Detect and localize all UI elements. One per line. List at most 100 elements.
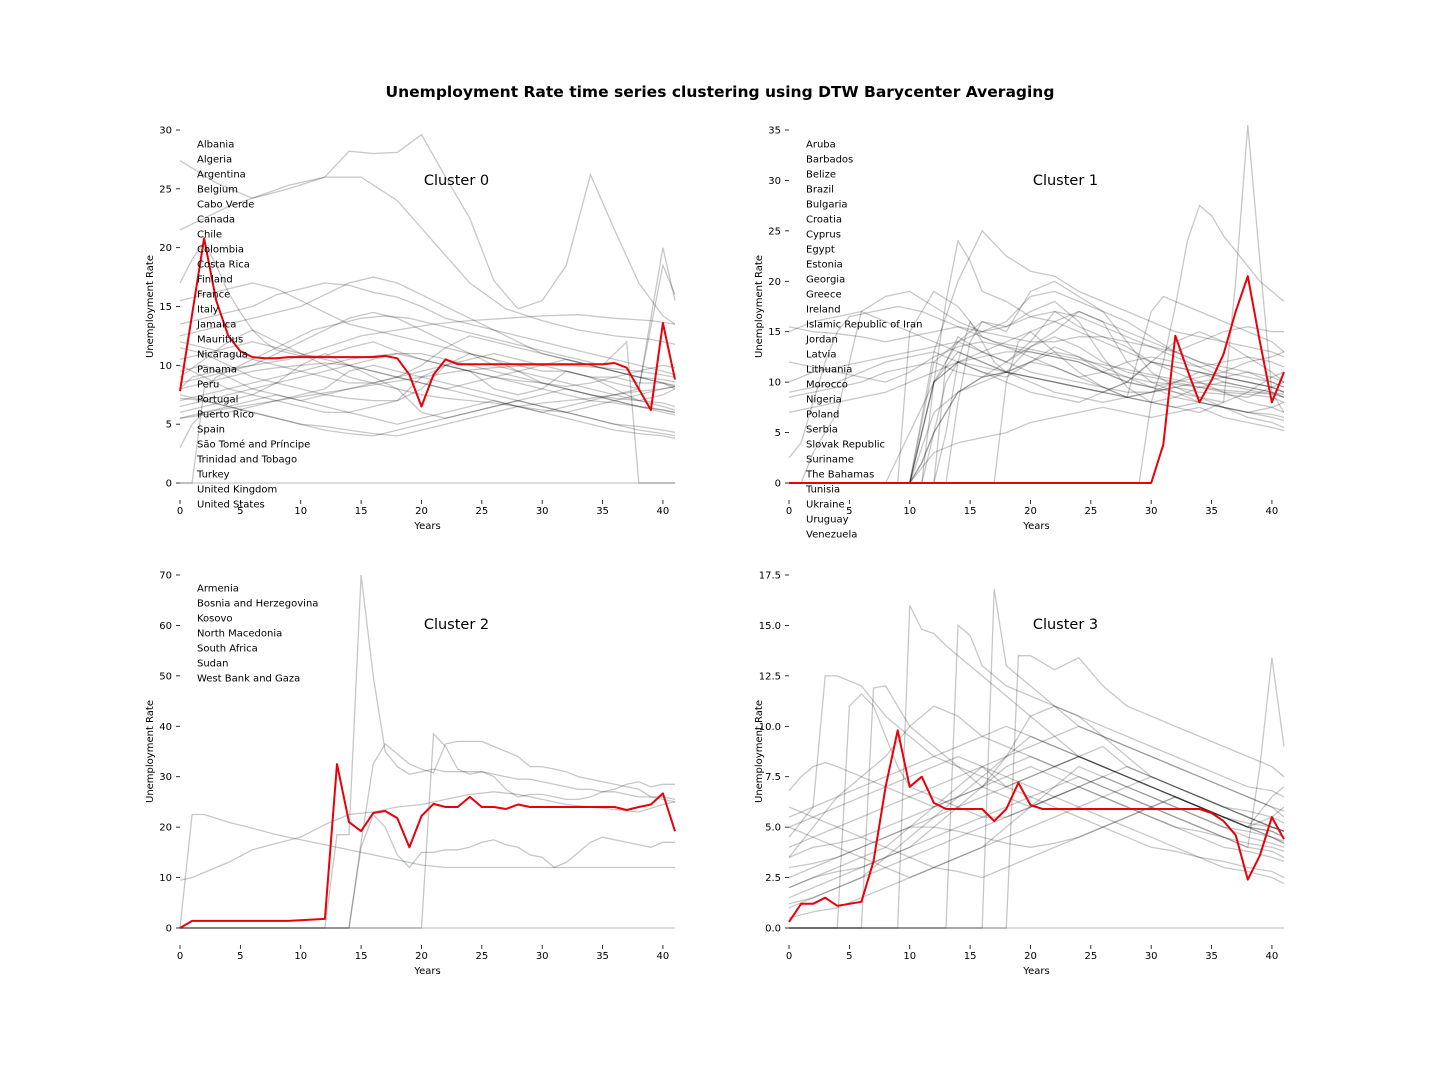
y-tick-label-1-5: 25 <box>768 226 781 237</box>
x-tick-label-1-3: 15 <box>964 506 977 517</box>
series-line-3-0 <box>788 705 1285 832</box>
country-label-0-19: Spain <box>197 425 225 436</box>
series-line-0-9 <box>179 352 676 419</box>
series-line-3-12 <box>788 786 1285 909</box>
country-label-0-8: Costa Rica <box>197 260 250 271</box>
y-tick-label-3-4: 10.0 <box>759 722 781 733</box>
x-tick-label-1-8: 40 <box>1266 506 1279 517</box>
country-label-2-3: North Macedonia <box>197 629 282 640</box>
chart-panel-2: 0 5 10 15 20 25 30 35 40 0 10 20 30 40 50 60 70 Years Unem… <box>145 571 676 977</box>
country-label-1-13: Jordan <box>805 335 838 346</box>
country-label-1-16: Morocco <box>806 380 848 391</box>
x-tick-label-2-5: 25 <box>475 951 488 962</box>
series-line-0-3 <box>179 282 676 376</box>
country-label-0-9: Finland <box>197 275 233 286</box>
y-tick-label-2-6: 60 <box>159 621 172 632</box>
y-tick-label-1-2: 10 <box>768 378 781 389</box>
series-line-2-5 <box>180 813 675 929</box>
country-label-0-23: United Kingdom <box>197 485 277 496</box>
y-tick-label-1-7: 35 <box>768 126 781 137</box>
series-line-3-2 <box>788 765 1285 879</box>
country-label-1-3: Brazil <box>806 185 834 196</box>
series-line-0-18 <box>179 263 676 414</box>
x-tick-label-3-6: 30 <box>1145 951 1158 962</box>
country-label-2-4: South Africa <box>197 644 258 655</box>
x-tick-label-3-2: 10 <box>903 951 916 962</box>
x-tick-label-3-1: 5 <box>846 951 852 962</box>
x-tick-label-0-4: 20 <box>415 506 428 517</box>
y-tick-label-1-6: 30 <box>768 176 781 187</box>
y-tick-label-3-6: 15.0 <box>759 621 781 632</box>
country-label-0-0: Albania <box>197 140 234 151</box>
x-tick-label-1-4: 20 <box>1024 506 1037 517</box>
country-label-0-12: Jamaica <box>196 320 236 331</box>
country-label-1-9: Georgia <box>806 275 845 286</box>
series-line-3-10 <box>789 685 1285 929</box>
chart-panel-3: 0 5 10 15 20 25 30 35 40 0.0 2.5 5.0 7.5 10.0 12.5 15.0… <box>754 571 1285 977</box>
y-tick-label-2-5: 50 <box>159 671 172 682</box>
country-label-1-23: Tunisia <box>805 485 840 496</box>
series-line-1-25 <box>788 346 1285 398</box>
country-label-0-13: Mauritius <box>197 335 243 346</box>
country-label-0-18: Puerto Rico <box>197 410 254 421</box>
series-line-1-23 <box>788 326 1284 353</box>
country-label-1-6: Cyprus <box>806 230 841 241</box>
country-label-1-24: Ukraine <box>806 500 845 511</box>
y-tick-label-0-3: 15 <box>159 302 172 313</box>
series-line-0-17 <box>180 315 675 484</box>
x-tick-label-1-7: 35 <box>1205 506 1218 517</box>
series-line-0-13 <box>179 394 676 437</box>
y-tick-label-0-0: 0 <box>166 479 172 490</box>
y-tick-label-0-6: 30 <box>159 126 172 137</box>
series-line-0-22 <box>179 352 676 414</box>
chart-panel-0: 0 5 10 15 20 25 30 35 40 0 5 10 15 20 25 30 Years Unemplo… <box>145 126 676 532</box>
x-axis-label-3: Years <box>1022 966 1049 977</box>
y-tick-label-3-7: 17.5 <box>759 571 781 582</box>
barycenter-line-3 <box>788 729 1285 923</box>
x-tick-label-0-7: 35 <box>596 506 609 517</box>
country-label-1-21: Suriname <box>806 455 854 466</box>
series-line-3-3 <box>788 765 1285 889</box>
series-line-3-5 <box>789 605 1285 929</box>
y-tick-label-0-5: 25 <box>159 184 172 195</box>
country-label-1-7: Egypt <box>806 245 835 256</box>
y-axis-label-3: Unemployment Rate <box>754 700 765 803</box>
series-line-0-19 <box>179 247 676 402</box>
country-label-0-6: Chile <box>197 230 222 241</box>
x-tick-label-1-1: 5 <box>846 506 852 517</box>
country-label-0-20: São Tomé and Príncipe <box>197 439 310 451</box>
country-label-1-4: Bulgaria <box>806 200 847 211</box>
y-tick-label-2-2: 20 <box>159 823 172 834</box>
series-line-1-1 <box>789 290 1285 484</box>
country-label-0-5: Canada <box>197 215 235 226</box>
series-line-0-12 <box>179 282 676 386</box>
series-line-3-23 <box>788 755 1285 832</box>
country-label-2-0: Armenia <box>197 584 239 595</box>
series-line-0-2 <box>179 240 676 388</box>
series-line-1-15 <box>788 351 1285 398</box>
y-tick-label-0-4: 20 <box>159 243 172 254</box>
country-label-1-14: Latvia <box>806 350 836 361</box>
country-label-2-5: Sudan <box>197 659 229 670</box>
series-line-0-11 <box>179 352 676 408</box>
x-tick-label-1-2: 10 <box>903 506 916 517</box>
x-tick-label-2-7: 35 <box>596 951 609 962</box>
country-label-0-16: Peru <box>197 380 219 391</box>
series-line-0-20 <box>179 311 676 402</box>
series-line-3-9 <box>789 693 1285 929</box>
country-label-0-22: Turkey <box>196 470 230 481</box>
country-label-0-17: Portugal <box>197 395 238 406</box>
country-label-1-17: Nigeria <box>806 395 842 406</box>
x-axis-label-1: Years <box>1022 521 1049 532</box>
x-tick-label-0-3: 15 <box>355 506 368 517</box>
x-tick-label-1-0: 0 <box>786 506 792 517</box>
country-label-1-26: Venezuela <box>806 530 857 541</box>
series-line-3-15 <box>788 806 1285 919</box>
y-tick-label-1-4: 20 <box>768 277 781 288</box>
series-line-0-24 <box>179 364 676 437</box>
x-tick-label-0-6: 30 <box>536 506 549 517</box>
country-label-0-21: Trinidad and Tobago <box>196 455 297 466</box>
y-tick-label-2-0: 0 <box>166 924 172 935</box>
x-tick-label-2-1: 5 <box>237 951 243 962</box>
